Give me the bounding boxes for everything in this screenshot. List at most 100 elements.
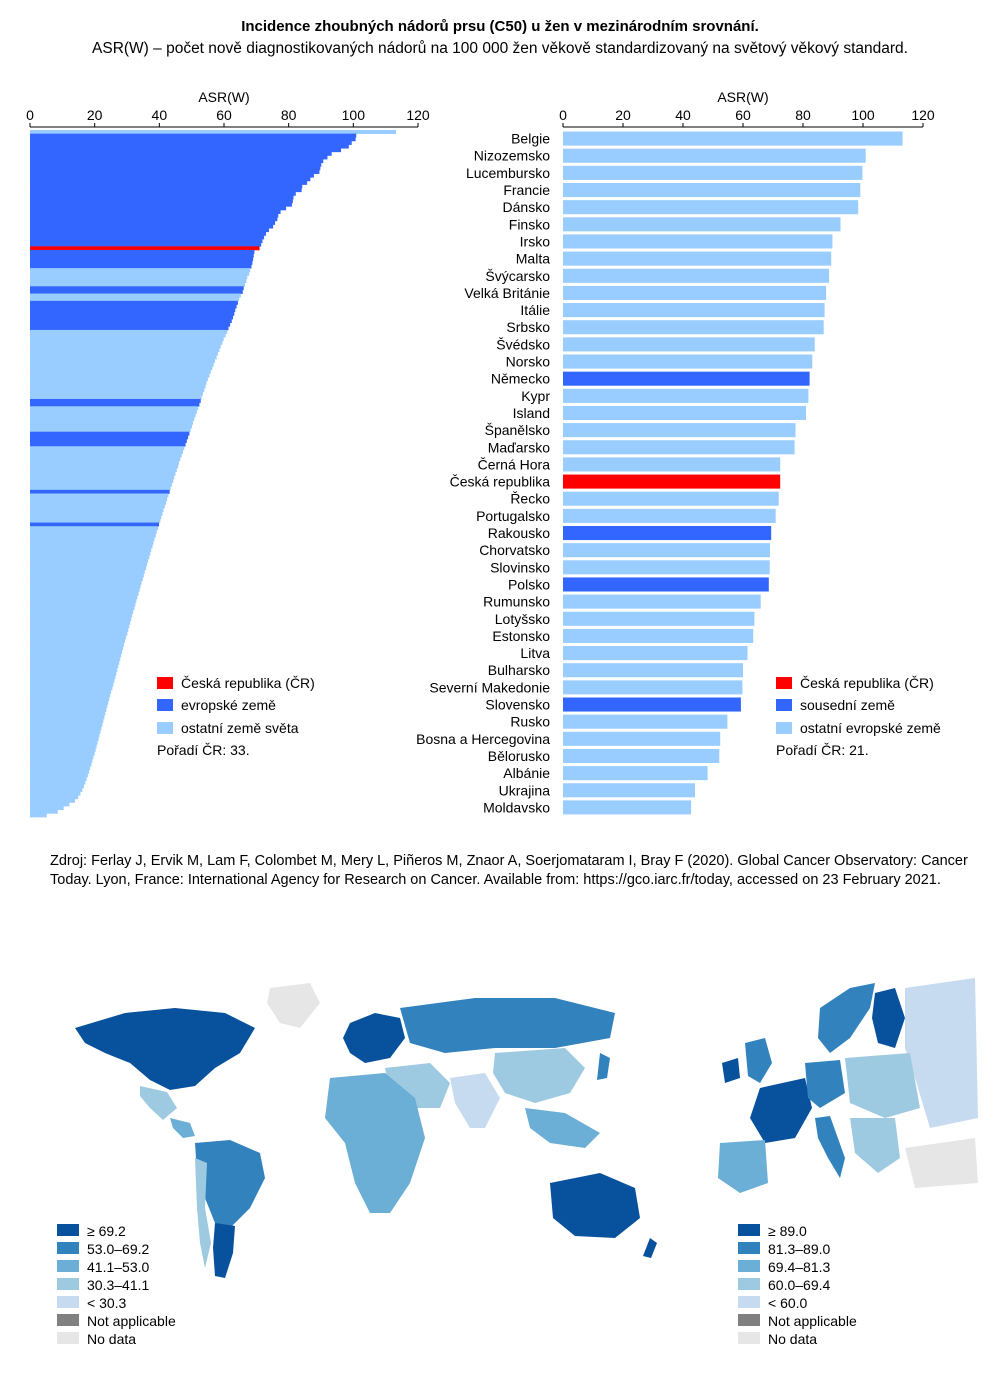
bar	[30, 653, 122, 658]
legend-swatch-group	[776, 699, 792, 711]
bar	[30, 737, 99, 742]
map-new-zealand	[643, 1238, 657, 1258]
legend-label: evropské země	[181, 697, 276, 713]
bar	[30, 638, 126, 643]
bar	[30, 362, 214, 367]
map-japan	[597, 1053, 610, 1080]
bar	[30, 566, 147, 571]
europe-map-legend: ≥ 89.0 81.3–89.0 69.4–81.3 60.0–69.4 < 6…	[738, 1222, 928, 1352]
world-map-legend: ≥ 69.2 53.0–69.2 41.1–53.0 30.3–41.1 < 3…	[57, 1222, 247, 1352]
bar	[30, 166, 321, 171]
bar	[30, 606, 135, 611]
x-tick-label: 120	[911, 107, 935, 123]
legend-swatch	[57, 1314, 79, 1326]
bar	[563, 663, 743, 678]
bar	[563, 646, 748, 661]
bar	[563, 388, 809, 403]
bar	[30, 246, 260, 251]
bar	[30, 471, 176, 476]
country-label: Rusko	[510, 714, 550, 730]
bar	[30, 391, 203, 396]
map-greenland	[267, 983, 320, 1028]
bar	[30, 584, 141, 589]
chart-subtitle: ASR(W) – počet nově diagnostikovaných ná…	[92, 40, 908, 57]
bar	[30, 769, 90, 774]
map-germany-central	[805, 1060, 845, 1108]
legend-swatch-highlight	[776, 677, 792, 689]
bar	[563, 508, 776, 523]
map-southeast-asia	[525, 1108, 600, 1148]
bar	[30, 729, 101, 734]
legend-label: ≥ 69.2	[87, 1223, 126, 1239]
bar	[30, 493, 169, 498]
x-tick-label: 100	[851, 107, 875, 123]
bar	[30, 609, 134, 614]
bar	[30, 526, 159, 531]
x-tick-label: 20	[615, 107, 631, 123]
country-label: Švýcarsko	[485, 268, 550, 284]
bar	[563, 423, 796, 438]
bar	[30, 242, 262, 247]
country-label: Řecko	[510, 491, 550, 507]
x-tick-label: 80	[795, 107, 811, 123]
bar	[563, 148, 866, 163]
legend-swatch	[738, 1224, 760, 1236]
bar	[30, 657, 121, 662]
bar	[563, 285, 827, 300]
bar	[30, 253, 254, 258]
country-label: Česká republika	[450, 474, 551, 490]
bar	[30, 130, 397, 134]
bar	[30, 518, 161, 523]
bar	[30, 319, 232, 324]
country-label: Polsko	[508, 576, 550, 592]
bar	[30, 744, 97, 749]
legend-label: Not applicable	[768, 1313, 857, 1329]
bar	[30, 642, 125, 647]
bar	[30, 446, 185, 451]
country-label: Španělsko	[485, 422, 551, 438]
bar	[563, 405, 806, 421]
country-label: Německo	[491, 371, 550, 387]
legend-swatch-other	[157, 722, 173, 734]
bar	[30, 409, 197, 414]
bar	[30, 482, 172, 487]
bar	[30, 664, 119, 669]
source-citation: Zdroj: Ferlay J, Ervik M, Lam F, Colombe…	[50, 853, 968, 888]
bar	[30, 169, 320, 174]
bar	[30, 598, 137, 603]
country-label: Rumunsko	[483, 594, 550, 610]
country-label: Bosna a Hercegovina	[416, 731, 550, 747]
bar	[30, 795, 79, 800]
x-tick-label: 80	[281, 107, 297, 123]
map-central-america	[170, 1118, 195, 1138]
map-british-isles	[745, 1038, 772, 1083]
bar	[30, 137, 356, 142]
bar	[30, 700, 109, 705]
bar	[30, 402, 200, 407]
bar	[30, 286, 244, 291]
bar	[30, 548, 152, 553]
bar	[30, 697, 110, 702]
bar	[563, 303, 825, 318]
world-chart-legend: Česká republika (ČR) evropské země ostat…	[157, 674, 417, 764]
bar	[30, 199, 293, 204]
map-norway-sweden	[818, 983, 875, 1053]
legend-swatch	[57, 1242, 79, 1254]
bar	[30, 747, 96, 752]
bar	[30, 809, 58, 814]
map-iberia	[718, 1140, 768, 1193]
map-ireland	[722, 1058, 740, 1083]
legend-swatch	[57, 1332, 79, 1344]
bar	[30, 558, 149, 563]
bar	[563, 337, 815, 352]
bar	[30, 257, 254, 262]
legend-swatch	[738, 1242, 760, 1254]
europe-map-shapes	[718, 978, 978, 1193]
bar	[30, 333, 226, 338]
bar	[30, 279, 247, 284]
bar	[30, 388, 205, 393]
bar	[30, 384, 206, 389]
world-map-shapes	[75, 983, 657, 1278]
bar	[30, 359, 215, 363]
bar	[30, 289, 243, 294]
